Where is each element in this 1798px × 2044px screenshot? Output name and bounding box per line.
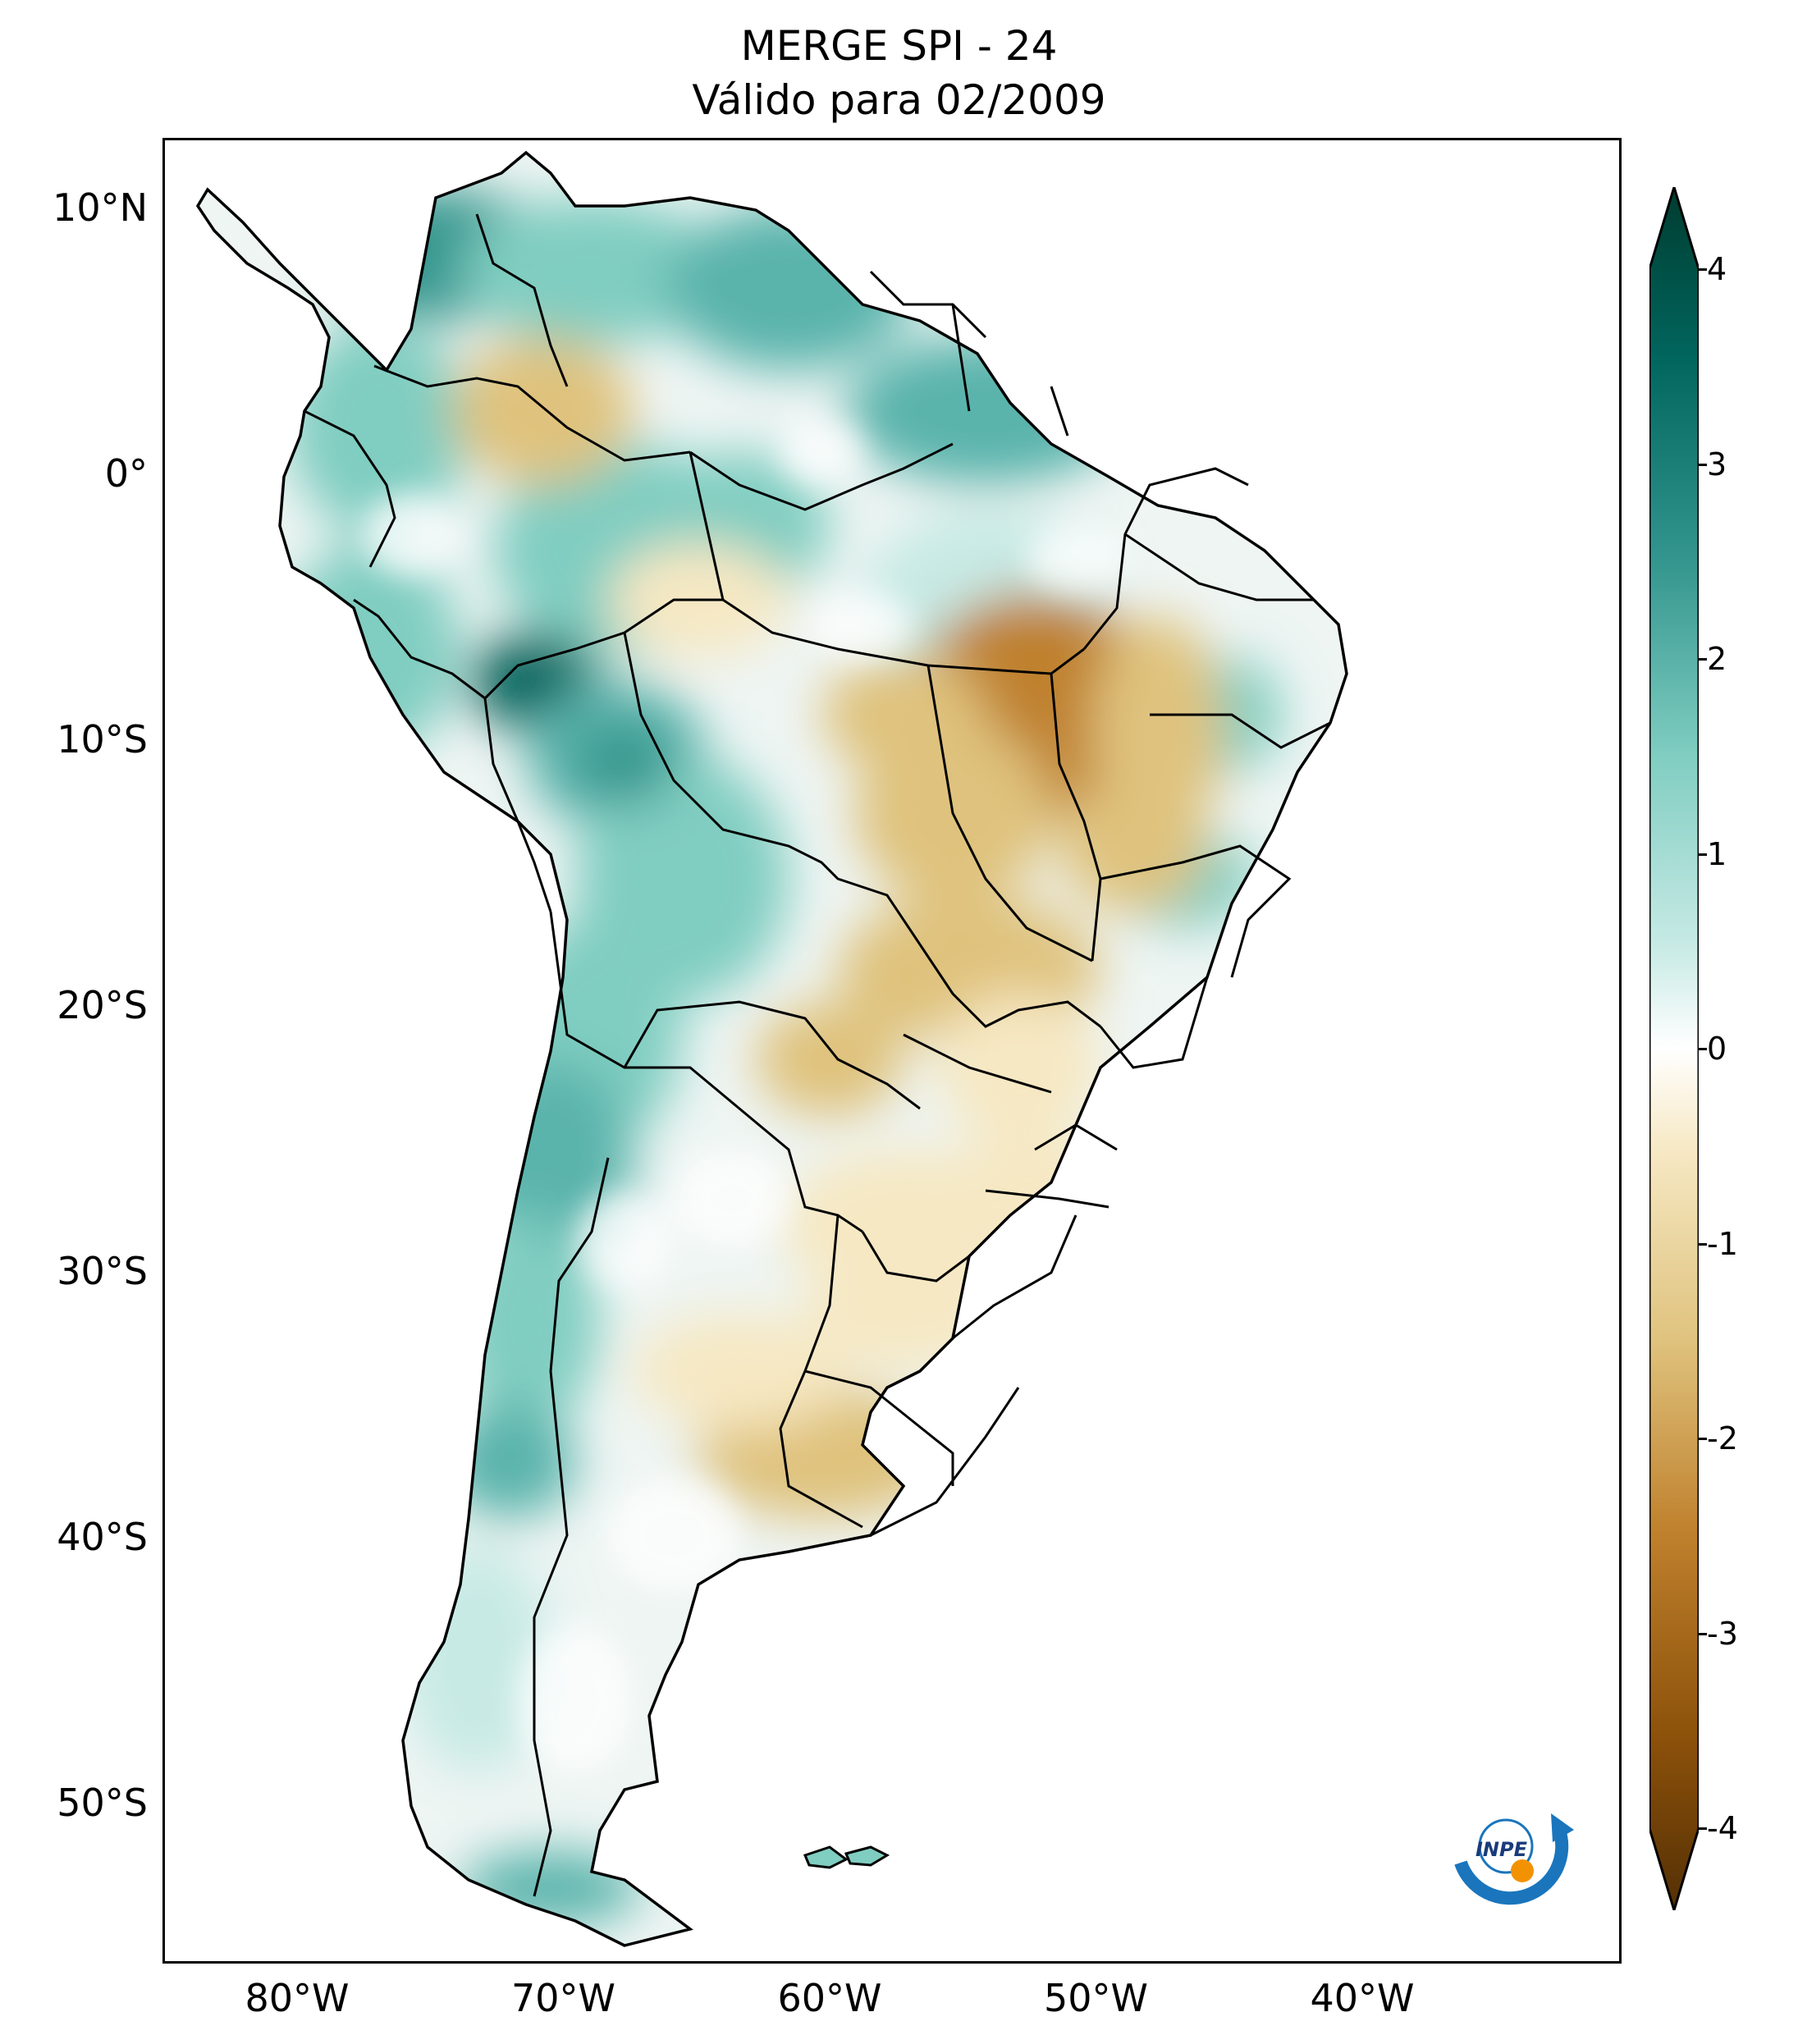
colorbar-tick-mark xyxy=(1699,853,1707,856)
latitude-label: 20°S xyxy=(57,983,148,1027)
map-subtitle: Válido para 02/2009 xyxy=(692,76,1106,124)
colorbar-tick-label: -2 xyxy=(1707,1420,1738,1456)
spi-field xyxy=(280,190,1281,1925)
colorbar-tick-label: 0 xyxy=(1707,1031,1727,1067)
colorbar-tick-mark xyxy=(1699,1242,1707,1246)
colorbar-tick-mark xyxy=(1699,1827,1707,1830)
colorbar-fill xyxy=(1649,187,1699,1910)
longitude-label: 70°W xyxy=(510,1976,616,2020)
colorbar-tick-label: -1 xyxy=(1707,1225,1738,1262)
map-panel xyxy=(162,138,1622,1964)
latitude-label: 50°S xyxy=(57,1781,148,1825)
colorbar xyxy=(1649,187,1699,1910)
colorbar-tick-label: 1 xyxy=(1707,835,1727,872)
colorbar-tick-mark xyxy=(1699,1048,1707,1050)
colorbar-tick-mark xyxy=(1699,1438,1707,1440)
colorbar-tick-mark xyxy=(1699,658,1707,661)
map-title: MERGE SPI - 24 xyxy=(740,22,1058,70)
longitude-label: 40°W xyxy=(1310,1976,1415,2020)
latitude-label: 30°S xyxy=(57,1249,148,1293)
colorbar-tick-label: 4 xyxy=(1707,251,1727,287)
colorbar-tick-label: -4 xyxy=(1707,1810,1738,1846)
colorbar-tick-label: 3 xyxy=(1707,446,1727,482)
longitude-label: 60°W xyxy=(777,1976,882,2020)
latitude-label: 40°S xyxy=(57,1515,148,1559)
longitude-label: 50°W xyxy=(1043,1976,1149,2020)
south-america-map xyxy=(196,151,1348,1947)
latitude-label: 10°S xyxy=(57,717,148,761)
inpe-logo-icon: INPE xyxy=(1454,1813,1574,1905)
colorbar-tick-mark xyxy=(1699,1632,1707,1635)
latitude-label: 10°N xyxy=(53,185,148,230)
logo-text: INPE xyxy=(1475,1838,1528,1861)
latitude-label: 0° xyxy=(104,451,148,496)
falkland-islands xyxy=(803,1845,890,1869)
colorbar-tick-mark xyxy=(1699,268,1707,271)
longitude-label: 80°W xyxy=(245,1976,350,2020)
colorbar-tick-label: -3 xyxy=(1707,1615,1738,1652)
political-borders xyxy=(304,213,1331,1897)
colorbar-tick-label: 2 xyxy=(1707,641,1727,677)
colorbar-tick-mark xyxy=(1699,463,1707,466)
